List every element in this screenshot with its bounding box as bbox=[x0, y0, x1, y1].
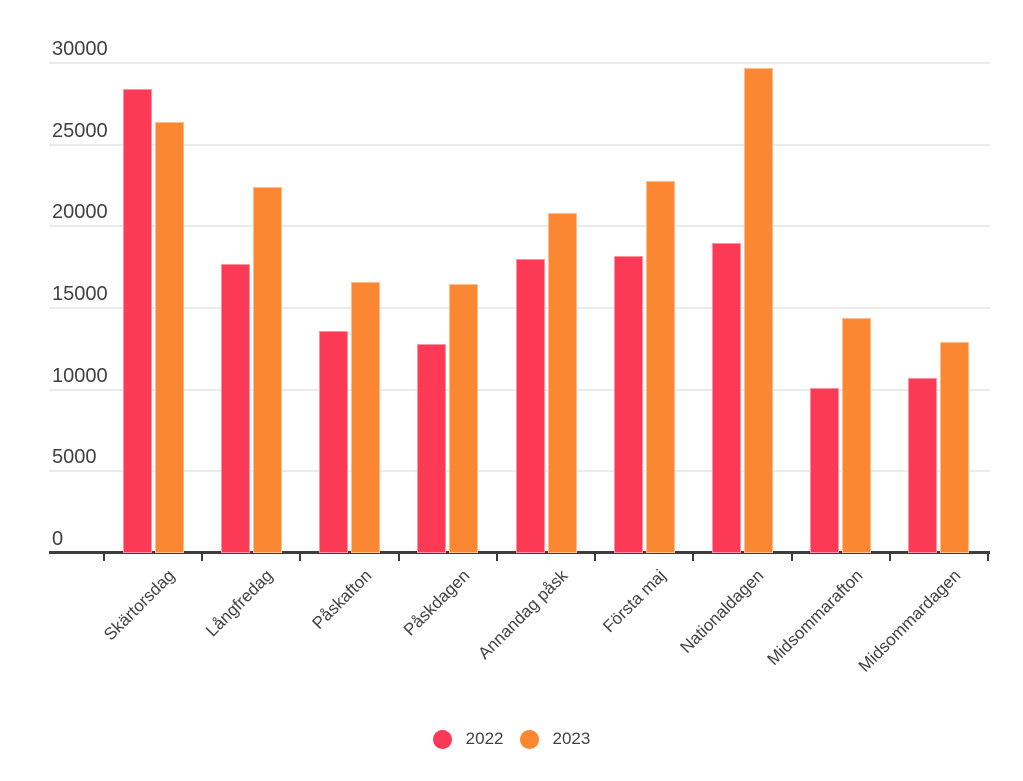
y-axis-tick-label: 5000 bbox=[52, 446, 97, 469]
bar-2023[interactable] bbox=[351, 281, 381, 553]
legend-item-2023[interactable]: 2023 bbox=[519, 729, 591, 749]
x-axis-tick bbox=[397, 553, 400, 561]
bar-2022[interactable] bbox=[613, 255, 643, 553]
bar-2023[interactable] bbox=[743, 68, 773, 553]
x-axis-tick bbox=[987, 553, 989, 561]
gridline bbox=[49, 143, 990, 146]
bar-2023[interactable] bbox=[154, 121, 184, 553]
y-axis-tick-label: 0 bbox=[52, 528, 64, 550]
x-axis-tick bbox=[888, 553, 891, 561]
y-axis-tick-label: 30000 bbox=[52, 38, 108, 61]
legend: 2022 2023 bbox=[0, 729, 1023, 749]
bar-2022[interactable] bbox=[515, 259, 545, 553]
y-axis-tick-label: 15000 bbox=[52, 283, 108, 306]
legend-marker-circle bbox=[519, 729, 539, 749]
bar-2022[interactable] bbox=[220, 264, 250, 553]
gridline bbox=[49, 62, 990, 65]
bar-2023[interactable] bbox=[645, 180, 675, 553]
bar-2022[interactable] bbox=[122, 89, 152, 553]
x-axis-tick bbox=[495, 553, 498, 561]
bar-2023[interactable] bbox=[842, 317, 872, 553]
legend-label: 2023 bbox=[552, 729, 591, 748]
y-axis-tick-label: 10000 bbox=[52, 364, 108, 387]
y-axis-tick-label: 25000 bbox=[52, 119, 108, 142]
bar-2022[interactable] bbox=[908, 378, 938, 553]
legend-item-2022[interactable]: 2022 bbox=[432, 729, 504, 749]
x-axis-tick bbox=[594, 553, 597, 561]
bar-2022[interactable] bbox=[319, 330, 349, 553]
bar-2023[interactable] bbox=[940, 342, 970, 553]
bar-2023[interactable] bbox=[547, 213, 577, 553]
x-axis-tick bbox=[201, 553, 204, 561]
bar-2023[interactable] bbox=[252, 187, 282, 553]
y-axis-tick-label: 20000 bbox=[52, 201, 108, 224]
x-axis-tick bbox=[299, 553, 302, 561]
x-axis-tick bbox=[103, 553, 105, 561]
bar-2022[interactable] bbox=[711, 242, 741, 553]
bar-2022[interactable] bbox=[810, 388, 840, 553]
x-axis-tick bbox=[790, 553, 793, 561]
gridline bbox=[49, 225, 990, 228]
bar-2022[interactable] bbox=[417, 344, 447, 553]
legend-marker-circle bbox=[432, 729, 452, 749]
bar-2023[interactable] bbox=[449, 283, 479, 553]
x-axis-tick bbox=[692, 553, 695, 561]
legend-label: 2022 bbox=[465, 729, 504, 748]
